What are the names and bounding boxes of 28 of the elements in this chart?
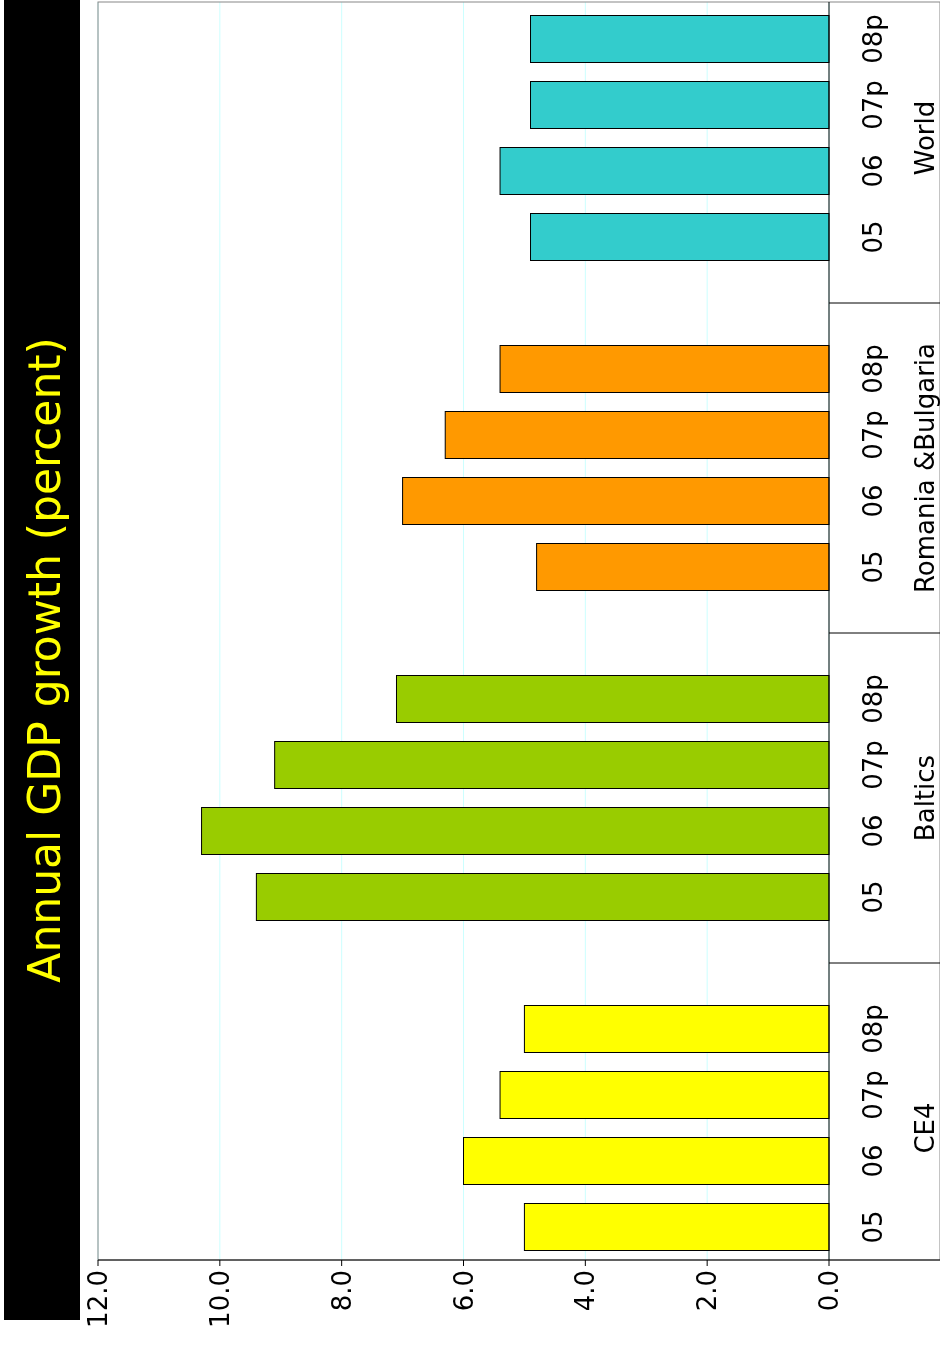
x-tick-label: 4.0 (570, 1270, 601, 1312)
y-tick-label: 06 (858, 814, 888, 848)
y-tick-label: 07p (858, 740, 888, 790)
x-tick-label: 8.0 (326, 1270, 357, 1312)
y-tick-label: 05 (858, 1210, 888, 1244)
y-tick-label: 08p (858, 674, 888, 724)
text: Baltics (910, 754, 940, 842)
y-tick-label: 08p (858, 1004, 888, 1054)
x-tick-label: 2.0 (692, 1270, 723, 1312)
text: Annual GDP growth (percent) (19, 337, 70, 983)
y-tick-label: 08p (858, 14, 888, 64)
y-tick-label: 05 (858, 550, 888, 584)
x-tick-label: 0.0 (814, 1270, 845, 1312)
text: CE4 (910, 1102, 940, 1154)
x-tick-label: 12.0 (83, 1270, 114, 1328)
text: Romania &Bulgaria (910, 342, 940, 594)
y-tick-label: 07p (858, 80, 888, 130)
y-tick-label: 05 (858, 880, 888, 914)
y-tick-label: 06 (858, 484, 888, 518)
y-tick-label: 07p (858, 410, 888, 460)
y-tick-label: 07p (858, 1070, 888, 1120)
y-tick-label: 06 (858, 1144, 888, 1178)
text: World (910, 100, 940, 176)
y-tick-label: 06 (858, 154, 888, 188)
y-tick-label: 05 (858, 220, 888, 254)
x-tick-label: 10.0 (204, 1270, 235, 1328)
y-tick-label: 08p (858, 344, 888, 394)
x-tick-label: 6.0 (448, 1270, 479, 1312)
